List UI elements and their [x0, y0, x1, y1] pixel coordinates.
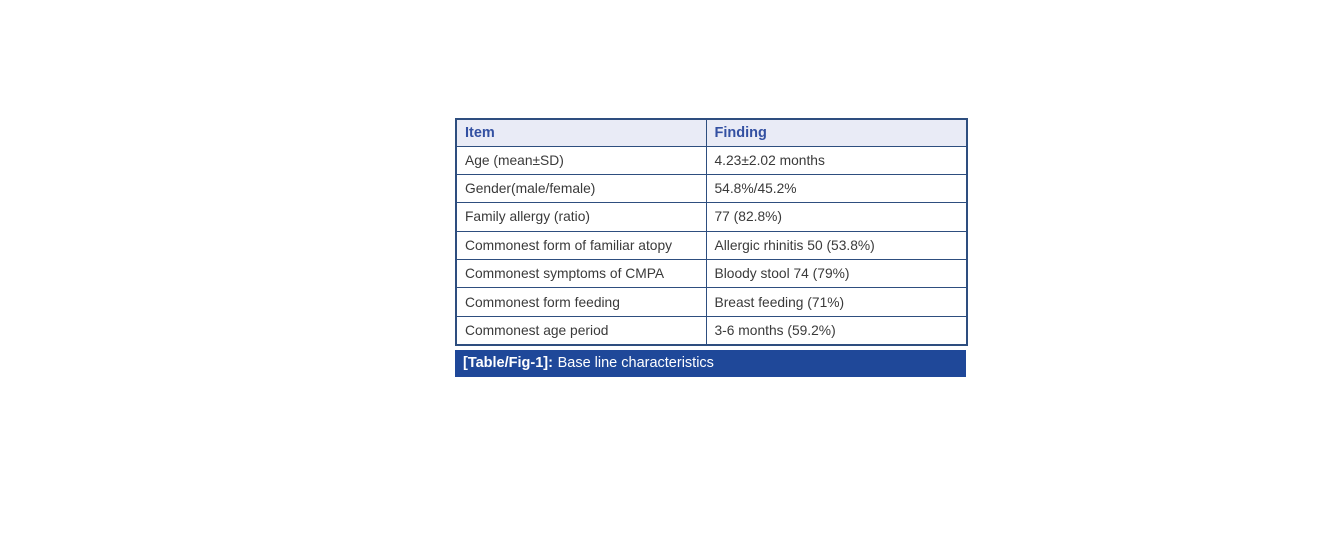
column-header-finding: Finding: [705, 118, 968, 147]
cell-finding: 4.23±2.02 months: [705, 145, 968, 175]
cell-item: Commonest form feeding: [455, 287, 707, 317]
cell-item: Commonest age period: [455, 315, 707, 346]
caption-figure-label: [Table/Fig-1]:: [463, 354, 553, 371]
cell-finding: Breast feeding (71%): [705, 287, 968, 317]
table-row: Family allergy (ratio) 77 (82.8%): [455, 202, 968, 232]
table-figure: Item Finding Age (mean±SD) 4.23±2.02 mon…: [455, 118, 968, 377]
table-row: Age (mean±SD) 4.23±2.02 months: [455, 145, 968, 175]
caption-title: Base line characteristics: [557, 354, 714, 371]
cell-item: Commonest symptoms of CMPA: [455, 259, 707, 289]
table-caption: [Table/Fig-1]: Base line characteristics: [455, 349, 966, 377]
table-header-row: Item Finding: [455, 118, 968, 147]
cell-item: Age (mean±SD): [455, 145, 707, 175]
cell-finding: Bloody stool 74 (79%): [705, 259, 968, 289]
table-row: Commonest form feeding Breast feeding (7…: [455, 287, 968, 317]
table-row: Commonest symptoms of CMPA Bloody stool …: [455, 259, 968, 289]
cell-finding: 54.8%/45.2%: [705, 173, 968, 204]
column-header-item: Item: [455, 118, 707, 147]
table-row: Commonest age period 3-6 months (59.2%): [455, 315, 968, 346]
cell-finding: Allergic rhinitis 50 (53.8%): [705, 230, 968, 261]
table-row: Commonest form of familiar atopy Allergi…: [455, 230, 968, 261]
cell-item: Gender(male/female): [455, 173, 707, 204]
baseline-characteristics-table: Item Finding Age (mean±SD) 4.23±2.02 mon…: [455, 118, 968, 346]
cell-item: Commonest form of familiar atopy: [455, 230, 707, 261]
cell-finding: 3-6 months (59.2%): [705, 315, 968, 346]
cell-finding: 77 (82.8%): [705, 202, 968, 232]
cell-item: Family allergy (ratio): [455, 202, 707, 232]
table-row: Gender(male/female) 54.8%/45.2%: [455, 173, 968, 204]
